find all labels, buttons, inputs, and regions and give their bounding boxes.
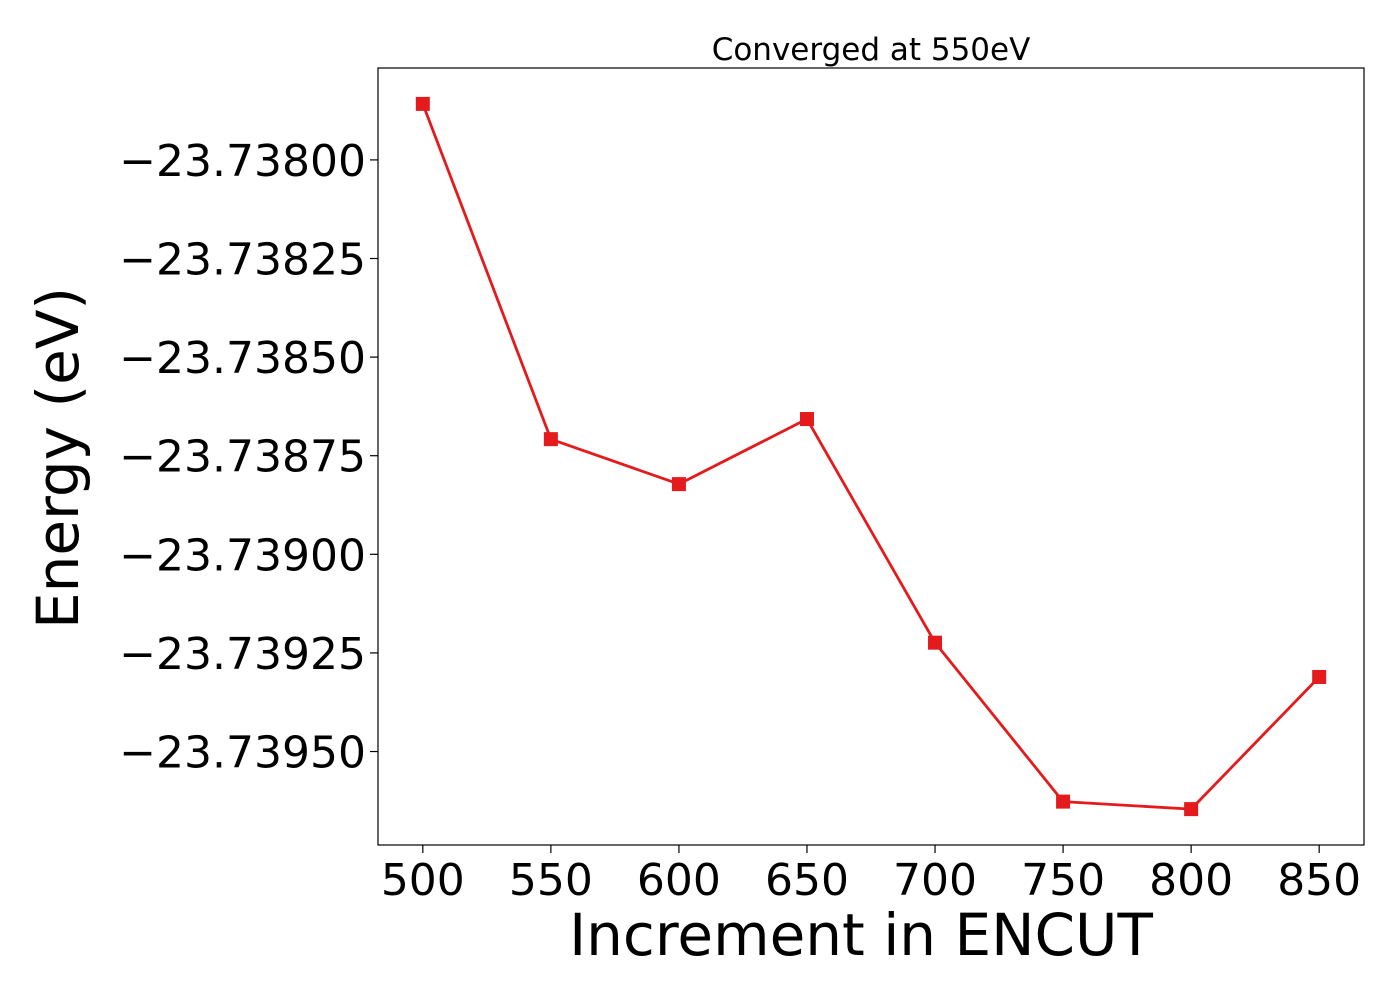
y-tick-label: −23.73875 — [119, 432, 366, 483]
data-point-marker — [799, 412, 814, 427]
data-point-marker — [415, 96, 430, 111]
x-tick-label: 800 — [1149, 855, 1233, 906]
plot-area-frame — [377, 67, 1365, 846]
y-tick-label: −23.73850 — [119, 333, 366, 384]
y-tick-label: −23.73925 — [119, 629, 366, 680]
x-axis-label: Increment in ENCUT — [569, 901, 1153, 969]
y-tick-label: −23.73900 — [119, 530, 366, 581]
y-tick-label: −23.73825 — [119, 235, 366, 286]
x-tick-label: 700 — [893, 855, 977, 906]
x-tick-label: 650 — [765, 855, 849, 906]
x-tick-label: 850 — [1277, 855, 1361, 906]
y-tick-label: −23.73950 — [119, 728, 366, 779]
x-axis: 500 550 600 650 700 750 800 850 — [381, 845, 1361, 906]
chart-title: Converged at 550eV — [712, 32, 1031, 68]
x-tick-label: 600 — [637, 855, 721, 906]
x-tick-label: 500 — [381, 855, 465, 906]
data-point-marker — [1184, 802, 1199, 817]
data-point-marker — [1312, 669, 1327, 684]
series-line — [421, 103, 1321, 811]
series-group — [415, 96, 1327, 817]
data-point-marker — [543, 432, 558, 447]
x-tick-label: 750 — [1021, 855, 1105, 906]
data-point-marker — [671, 477, 686, 492]
y-tick-label: −23.73800 — [119, 136, 366, 187]
y-axis: −23.73800 −23.73825 −23.73850 −23.73875 −23.… — [119, 136, 378, 779]
x-tick-label: 550 — [509, 855, 593, 906]
data-point-marker — [928, 635, 943, 650]
y-axis-label: Energy (eV) — [24, 287, 92, 629]
data-point-marker — [1056, 794, 1071, 809]
